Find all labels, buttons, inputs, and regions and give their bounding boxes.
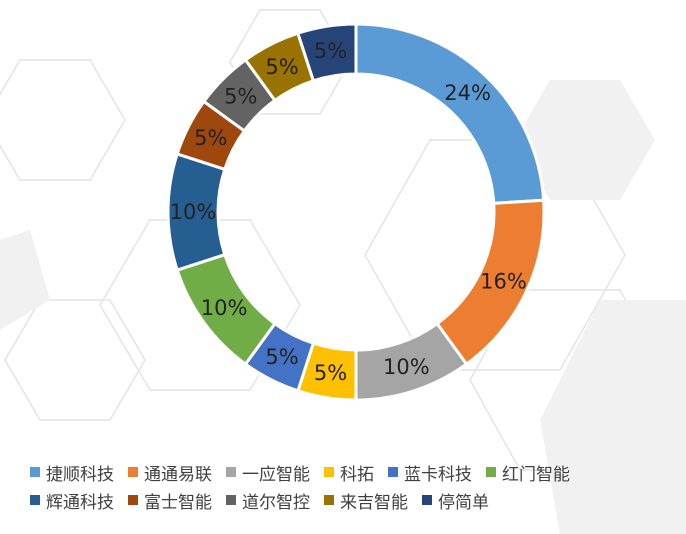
legend-swatch [30,467,40,477]
legend-label: 停简单 [438,492,489,513]
legend-row-2: 辉通科技 富士智能 道尔智控 来吉智能 停简单 [30,486,680,514]
legend-label: 来吉智能 [340,492,408,513]
donut-slice [296,22,358,83]
slice-label: 5% [265,55,298,79]
slice-label: 16% [480,269,527,293]
legend-swatch [30,495,40,505]
legend-item: 一应智能 [226,460,310,485]
legend-label: 富士智能 [144,492,212,513]
legend-item: 来吉智能 [324,488,408,513]
slice-label: 5% [224,85,257,109]
legend-label: 红门智能 [502,464,570,485]
legend-item: 科拓 [324,460,374,485]
legend-swatch [128,467,138,477]
legend-item: 停简单 [422,488,489,513]
slice-label: 24% [444,81,491,105]
legend-label: 一应智能 [242,464,310,485]
legend-swatch [226,467,236,477]
slice-label: 5% [194,126,227,150]
legend-swatch [324,495,334,505]
slice-label: 10% [201,296,248,320]
legend-item: 通通易联 [128,460,212,485]
legend-label: 辉通科技 [46,492,114,513]
chart-legend: 捷顺科技 通通易联 一应智能 科拓 蓝卡科技 红门智能 辉通科技 富士智能 道尔… [30,458,680,514]
legend-label: 通通易联 [144,464,212,485]
legend-swatch [422,495,432,505]
legend-item: 蓝卡科技 [388,460,472,485]
legend-row-1: 捷顺科技 通通易联 一应智能 科拓 蓝卡科技 红门智能 [30,458,680,486]
legend-label: 蓝卡科技 [404,464,472,485]
legend-label: 道尔智控 [242,492,310,513]
legend-swatch [128,495,138,505]
slice-label: 10% [170,200,217,224]
legend-item: 捷顺科技 [30,460,114,485]
slice-label: 5% [314,39,347,63]
legend-item: 富士智能 [128,488,212,513]
legend-swatch [324,467,334,477]
legend-item: 辉通科技 [30,488,114,513]
legend-swatch [226,495,236,505]
slice-label: 5% [265,345,298,369]
slice-label: 5% [314,361,347,385]
legend-swatch [388,467,398,477]
legend-label: 科拓 [340,464,374,485]
legend-item: 道尔智控 [226,488,310,513]
legend-label: 捷顺科技 [46,464,114,485]
donut-slice [354,22,546,205]
legend-item: 红门智能 [486,460,570,485]
legend-swatch [486,467,496,477]
slice-label: 10% [383,355,430,379]
